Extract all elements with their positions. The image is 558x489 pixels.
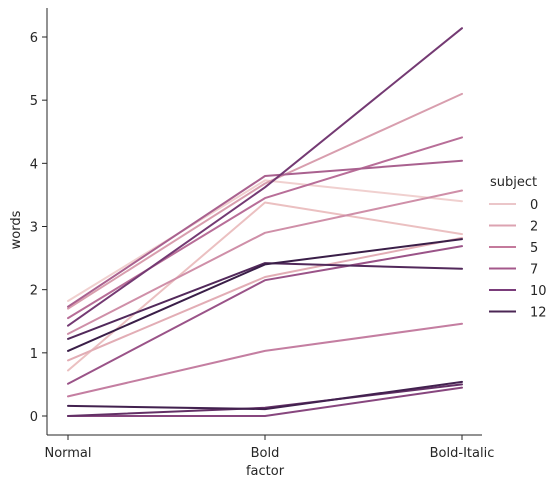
series-line bbox=[67, 189, 463, 335]
series-line bbox=[67, 27, 463, 327]
legend-label: 12 bbox=[530, 306, 547, 321]
legend-label: 7 bbox=[530, 263, 538, 278]
series-line bbox=[67, 201, 463, 372]
legend-title: subject bbox=[490, 175, 537, 190]
x-axis-title: factor bbox=[246, 464, 285, 479]
y-tick-label: 0 bbox=[30, 410, 38, 425]
legend-label: 5 bbox=[530, 241, 538, 256]
x-tick-label: Normal bbox=[44, 446, 91, 461]
axes: 0 1 2 3 4 5 6 Normal Bold Bold-Italic bbox=[30, 8, 495, 461]
x-tick-label: Bold bbox=[251, 446, 280, 461]
y-axis-title: words bbox=[9, 210, 24, 249]
series-line bbox=[67, 238, 463, 352]
series-line bbox=[67, 245, 463, 385]
y-tick-label: 6 bbox=[30, 31, 38, 46]
legend-label: 2 bbox=[530, 220, 538, 235]
series-line bbox=[67, 386, 463, 417]
plot-area bbox=[67, 27, 463, 417]
legend-label: 10 bbox=[530, 284, 547, 299]
series-line bbox=[67, 179, 463, 302]
y-tick-label: 1 bbox=[30, 347, 38, 362]
series-line bbox=[67, 136, 463, 320]
y-tick-label: 4 bbox=[30, 157, 38, 172]
x-tick-label: Bold-Italic bbox=[430, 446, 495, 461]
series-line bbox=[67, 322, 463, 398]
series-line bbox=[67, 383, 463, 417]
series-line bbox=[67, 236, 463, 362]
y-tick-label: 2 bbox=[30, 284, 38, 299]
series-line bbox=[67, 262, 463, 340]
series-line bbox=[67, 159, 463, 308]
y-tick-label: 5 bbox=[30, 94, 38, 109]
legend-label: 0 bbox=[530, 198, 538, 213]
series-line bbox=[67, 380, 463, 411]
legend: subject 0 2 5 7 10 12 bbox=[489, 175, 547, 321]
y-tick-label: 3 bbox=[30, 221, 38, 236]
series-line bbox=[67, 92, 463, 310]
